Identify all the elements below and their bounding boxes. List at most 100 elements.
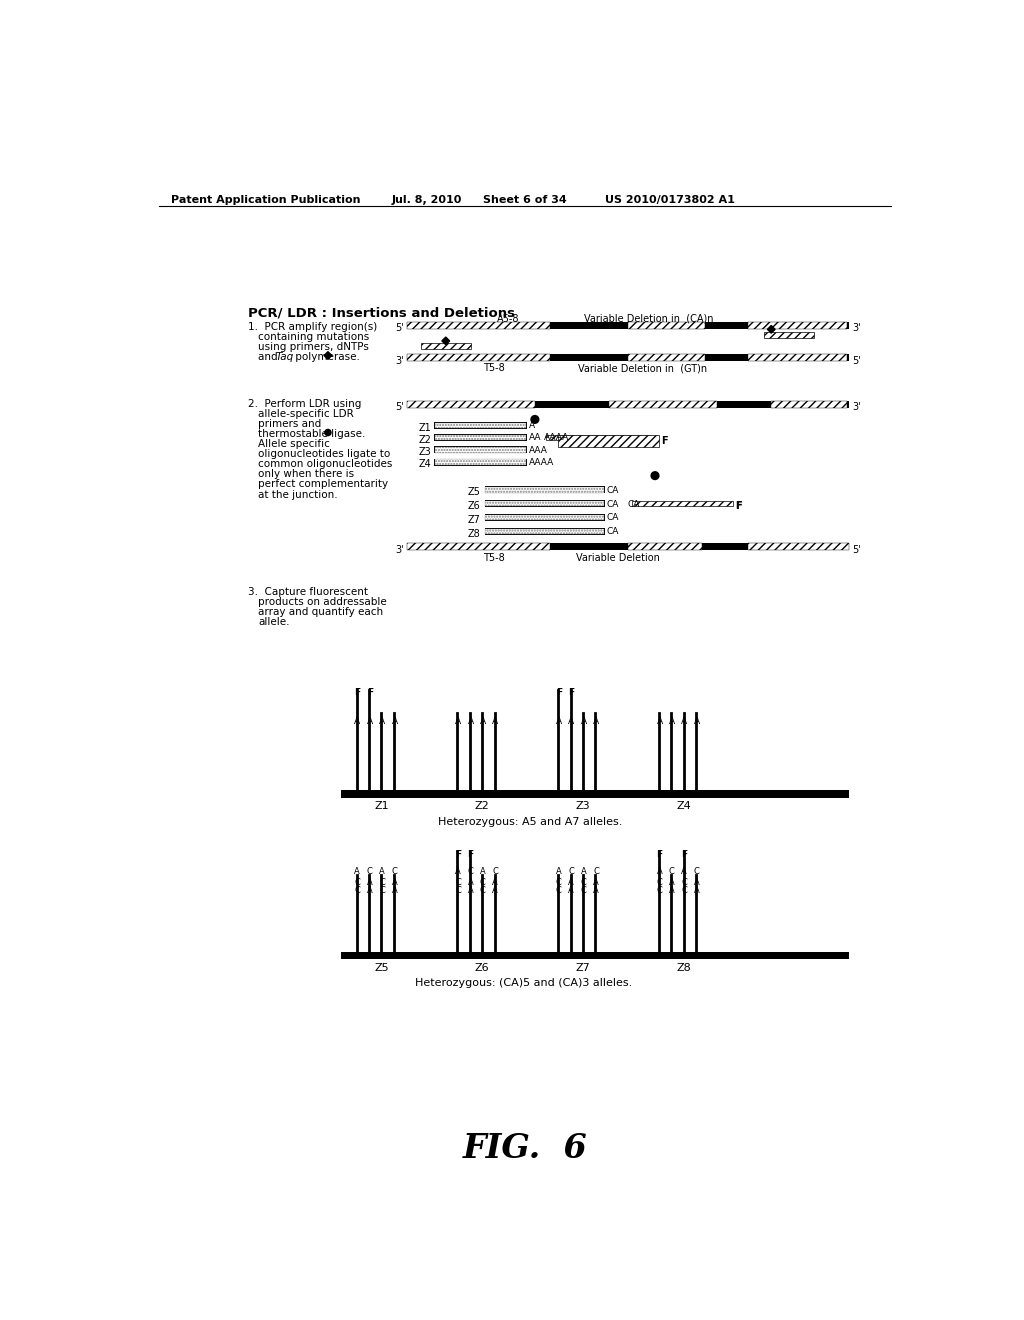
- Text: FIG.  6: FIG. 6: [463, 1133, 587, 1166]
- Bar: [748, 544, 849, 550]
- Text: A: A: [693, 878, 699, 887]
- Text: allele.: allele.: [258, 616, 290, 627]
- Text: Heterozygous: A5 and A7 alleles.: Heterozygous: A5 and A7 alleles.: [438, 817, 623, 826]
- Text: polymerase.: polymerase.: [292, 352, 360, 363]
- Text: US 2010/0173802 A1: US 2010/0173802 A1: [604, 194, 734, 205]
- Bar: [764, 331, 814, 338]
- Bar: [608, 401, 717, 408]
- Text: 3': 3': [853, 323, 861, 333]
- Text: A: A: [568, 886, 573, 895]
- Text: CA: CA: [606, 527, 618, 536]
- Text: AAAA: AAAA: [544, 433, 569, 442]
- Text: F: F: [662, 436, 668, 446]
- Text: A: A: [681, 717, 687, 726]
- Text: A: A: [379, 717, 385, 726]
- Text: A: A: [467, 717, 473, 726]
- Bar: [434, 422, 527, 429]
- Text: Z7: Z7: [467, 515, 480, 525]
- Text: allele-specific LDR: allele-specific LDR: [258, 409, 354, 420]
- Text: Z2: Z2: [475, 801, 489, 812]
- Bar: [407, 544, 550, 550]
- Text: F: F: [367, 688, 373, 697]
- Text: CA: CA: [628, 499, 640, 508]
- Text: Z4: Z4: [676, 801, 691, 812]
- Text: Allele specific: Allele specific: [258, 440, 330, 449]
- Bar: [435, 459, 526, 465]
- Text: and: and: [258, 352, 281, 363]
- Text: Jul. 8, 2010: Jul. 8, 2010: [391, 194, 462, 205]
- Text: A: A: [681, 867, 687, 875]
- Text: C: C: [480, 886, 485, 895]
- Bar: [435, 447, 526, 453]
- Bar: [484, 487, 604, 494]
- Text: Variable Deletion in  (GT)n: Variable Deletion in (GT)n: [578, 363, 707, 374]
- Text: perfect complementarity: perfect complementarity: [258, 479, 388, 490]
- Text: F: F: [735, 502, 741, 511]
- Text: F: F: [354, 688, 360, 697]
- Polygon shape: [442, 337, 450, 345]
- Text: C: C: [656, 878, 663, 887]
- Text: A: A: [593, 717, 599, 726]
- Text: array and quantify each: array and quantify each: [258, 607, 383, 616]
- Circle shape: [531, 416, 539, 424]
- Text: Z7: Z7: [575, 964, 590, 973]
- Bar: [407, 322, 849, 329]
- Bar: [748, 354, 847, 360]
- Bar: [628, 544, 701, 550]
- Text: Z8: Z8: [676, 964, 691, 973]
- Text: C: C: [455, 886, 461, 895]
- Text: C: C: [681, 886, 687, 895]
- Text: Z3: Z3: [419, 447, 431, 457]
- Text: A: A: [391, 878, 397, 887]
- Bar: [434, 446, 527, 453]
- Text: C: C: [556, 886, 562, 895]
- Circle shape: [651, 471, 658, 479]
- Text: F: F: [455, 850, 461, 859]
- Text: A: A: [391, 717, 397, 726]
- Text: C: C: [367, 867, 373, 875]
- Text: 5': 5': [853, 545, 861, 554]
- Text: thermostable ligase.: thermostable ligase.: [258, 429, 366, 440]
- Text: Heterozygous: (CA)5 and (CA)3 alleles.: Heterozygous: (CA)5 and (CA)3 alleles.: [415, 978, 632, 989]
- Text: C: C: [669, 867, 675, 875]
- Bar: [407, 401, 849, 408]
- Text: T5-8: T5-8: [483, 363, 505, 374]
- Bar: [421, 343, 471, 350]
- Text: AA: AA: [528, 433, 541, 442]
- Bar: [485, 502, 604, 507]
- Text: A: A: [581, 717, 587, 726]
- Text: 3': 3': [395, 355, 404, 366]
- Text: A: A: [568, 717, 574, 726]
- Text: A: A: [493, 878, 498, 887]
- Text: A: A: [391, 886, 397, 895]
- Text: A: A: [455, 717, 461, 726]
- Text: A: A: [467, 878, 473, 887]
- Bar: [341, 952, 849, 960]
- Text: 2.  Perform LDR using: 2. Perform LDR using: [248, 400, 361, 409]
- Text: A: A: [581, 867, 587, 875]
- Bar: [407, 322, 550, 329]
- Text: C: C: [656, 886, 663, 895]
- Text: C: C: [354, 886, 360, 895]
- Bar: [748, 322, 847, 329]
- Text: only when there is: only when there is: [258, 470, 354, 479]
- Text: 5': 5': [395, 323, 404, 333]
- Bar: [485, 487, 604, 492]
- Text: Patent Application Publication: Patent Application Publication: [171, 194, 360, 205]
- Text: C: C: [593, 867, 599, 875]
- Text: A: A: [593, 886, 599, 895]
- Bar: [407, 544, 849, 550]
- Bar: [407, 401, 535, 408]
- Text: C: C: [693, 867, 699, 875]
- Text: A: A: [528, 421, 535, 430]
- Text: PCR/ LDR : Insertions and Deletions: PCR/ LDR : Insertions and Deletions: [248, 306, 515, 319]
- Text: C: C: [493, 867, 498, 875]
- Text: A: A: [493, 717, 499, 726]
- Circle shape: [325, 429, 331, 436]
- Text: A: A: [693, 717, 699, 726]
- Text: A: A: [669, 886, 675, 895]
- Bar: [407, 354, 550, 360]
- Text: Z2: Z2: [419, 434, 431, 445]
- Text: oligonucleotides ligate to: oligonucleotides ligate to: [258, 449, 390, 459]
- Text: C: C: [467, 867, 473, 875]
